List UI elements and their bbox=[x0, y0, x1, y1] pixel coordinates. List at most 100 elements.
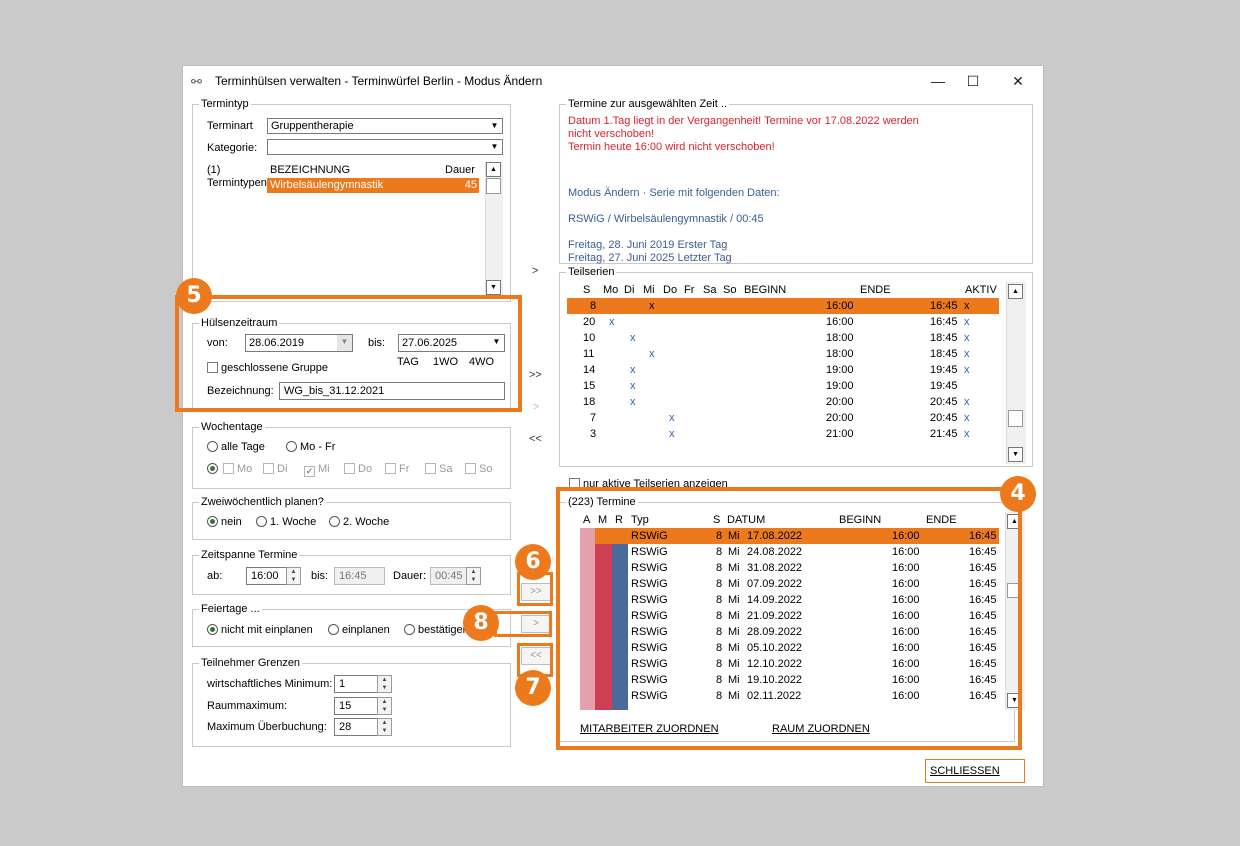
close-button[interactable]: ✕ bbox=[1012, 73, 1024, 89]
alle-tage-radio[interactable]: alle Tage bbox=[207, 441, 265, 453]
checkbox-box[interactable] bbox=[207, 362, 218, 373]
list-item[interactable]: Wirbelsäulengymnastik 45 bbox=[267, 178, 479, 193]
move-right-2-button[interactable]: > bbox=[533, 401, 540, 413]
checkbox-box[interactable] bbox=[223, 463, 234, 474]
radio-circle[interactable] bbox=[207, 516, 218, 527]
weekday-checkbox-sa[interactable]: Sa bbox=[425, 463, 452, 475]
weekday-checkbox-mi[interactable]: ✓ Mi bbox=[304, 463, 330, 477]
checkbox-box[interactable] bbox=[385, 463, 396, 474]
termin-row[interactable]: RSWiG 8 Mi 31.08.2022 16:00 16:45 bbox=[628, 560, 999, 576]
chevron-down-icon[interactable]: ▼ bbox=[489, 335, 504, 351]
scroll-up-icon[interactable]: ▲ bbox=[486, 162, 501, 177]
termin-row[interactable]: RSWiG 8 Mi 19.10.2022 16:00 16:45 bbox=[628, 672, 999, 688]
teilserie-row[interactable]: 8 x 16:00 16:45 x bbox=[567, 298, 999, 314]
maximize-button[interactable]: ☐ bbox=[966, 73, 980, 89]
ab-stepper[interactable]: ▲ ▼ bbox=[286, 567, 301, 585]
teilserie-row[interactable]: 10 x 18:00 18:45 x bbox=[567, 330, 999, 346]
teilserie-row[interactable]: 18 x 20:00 20:45 x bbox=[567, 394, 999, 410]
checkbox-box[interactable] bbox=[425, 463, 436, 474]
minimize-button[interactable]: — bbox=[931, 73, 945, 89]
radio-circle[interactable] bbox=[207, 441, 218, 452]
weekday-checkbox-mo[interactable]: Mo bbox=[223, 463, 252, 475]
weekday-checkbox-so[interactable]: So bbox=[465, 463, 492, 475]
terminart-select[interactable]: Gruppentherapie ▼ bbox=[267, 118, 503, 134]
termin-row[interactable]: RSWiG 8 Mi 14.09.2022 16:00 16:45 bbox=[628, 592, 999, 608]
termin-row[interactable]: RSWiG 8 Mi 21.09.2022 16:00 16:45 bbox=[628, 608, 999, 624]
schliessen-button[interactable]: SCHLIESSEN bbox=[925, 759, 1025, 783]
weekday-checkbox-di[interactable]: Di bbox=[263, 463, 287, 475]
weekday-checkbox-fr[interactable]: Fr bbox=[385, 463, 409, 475]
mitarbeiter-zuordnen-button[interactable]: MITARBEITER ZUORDNEN bbox=[580, 723, 719, 735]
th-r: R bbox=[615, 514, 623, 526]
checkbox-box[interactable] bbox=[263, 463, 274, 474]
teilserie-row[interactable]: 3 x 21:00 21:45 x bbox=[567, 426, 999, 442]
termine-all-left-button[interactable]: << bbox=[521, 647, 551, 665]
checkbox-box[interactable]: ✓ bbox=[304, 466, 315, 477]
radio-circle[interactable] bbox=[328, 624, 339, 635]
chevron-down-icon[interactable]: ▼ bbox=[487, 140, 502, 154]
radio-circle[interactable] bbox=[404, 624, 415, 635]
termin-row[interactable]: RSWiG 8 Mi 12.10.2022 16:00 16:45 bbox=[628, 656, 999, 672]
checkbox-box[interactable] bbox=[344, 463, 355, 474]
termin-row[interactable]: RSWiG 8 Mi 05.10.2022 16:00 16:45 bbox=[628, 640, 999, 656]
radio-circle[interactable] bbox=[207, 463, 218, 474]
checkbox-box[interactable] bbox=[465, 463, 476, 474]
scroll-thumb[interactable] bbox=[1008, 410, 1023, 427]
scroll-down-icon[interactable]: ▼ bbox=[486, 280, 501, 295]
scroll-thumb[interactable] bbox=[486, 178, 501, 194]
radio-circle[interactable] bbox=[256, 516, 267, 527]
scroll-up-icon[interactable]: ▲ bbox=[1008, 284, 1023, 299]
teilserien-scrollbar[interactable] bbox=[1006, 282, 1026, 464]
termin-row[interactable]: RSWiG 8 Mi 17.08.2022 16:00 16:45 bbox=[595, 528, 999, 544]
teilserien-table[interactable]: S Mo Di Mi Do Fr Sa So BEGINN ENDE AKTIV… bbox=[567, 282, 1012, 462]
termin-row[interactable]: RSWiG 8 Mi 24.08.2022 16:00 16:45 bbox=[628, 544, 999, 560]
list-scrollbar[interactable] bbox=[485, 162, 503, 296]
cell-typ: RSWiG bbox=[631, 594, 668, 606]
radio-circle[interactable] bbox=[207, 624, 218, 635]
teilserie-row[interactable]: 7 x 20:00 20:45 x bbox=[567, 410, 999, 426]
weekday-checkbox-do[interactable]: Do bbox=[344, 463, 372, 475]
nein-radio[interactable]: nein bbox=[207, 516, 242, 528]
einplanen-radio[interactable]: einplanen bbox=[328, 624, 390, 636]
1wo-button[interactable]: 1WO bbox=[433, 356, 459, 368]
geschlossene-gruppe-checkbox[interactable]: geschlossene Gruppe bbox=[207, 362, 328, 374]
chevron-down-icon[interactable]: ▼ bbox=[487, 119, 502, 133]
radio-circle[interactable] bbox=[286, 441, 297, 452]
move-right-button[interactable]: > bbox=[532, 265, 539, 277]
kategorie-select[interactable]: ▼ bbox=[267, 139, 503, 155]
ueberbuchung-stepper[interactable]: ▲ ▼ bbox=[377, 718, 392, 736]
teilserie-row[interactable]: 14 x 19:00 19:45 x bbox=[567, 362, 999, 378]
raum-zuordnen-button[interactable]: RAUM ZUORDNEN bbox=[772, 723, 870, 735]
woche2-radio[interactable]: 2. Woche bbox=[329, 516, 389, 528]
einzeltage-radio[interactable] bbox=[207, 463, 221, 475]
termin-row[interactable]: RSWiG 8 Mi 02.11.2022 16:00 16:45 bbox=[628, 688, 999, 704]
teilserie-row[interactable]: 11 x 18:00 18:45 x bbox=[567, 346, 999, 362]
move-all-left-button[interactable]: << bbox=[529, 433, 542, 445]
woche1-radio[interactable]: 1. Woche bbox=[256, 516, 316, 528]
bestaetigen-radio[interactable]: bestätigen bbox=[404, 624, 466, 636]
bis-date-picker[interactable]: 27.06.2025 ▼ bbox=[398, 334, 505, 352]
scroll-down-icon[interactable]: ▼ bbox=[1008, 447, 1023, 462]
move-all-right-button[interactable]: >> bbox=[529, 369, 542, 381]
bezeichnung-input[interactable]: WG_bis_31.12.2021 bbox=[279, 382, 505, 400]
raummaximum-input[interactable]: 15 bbox=[334, 697, 390, 715]
teilserie-row[interactable]: 20 x 16:00 16:45 x bbox=[567, 314, 999, 330]
von-date-picker[interactable]: 28.06.2019 ▼ bbox=[245, 334, 353, 352]
termin-row[interactable]: RSWiG 8 Mi 28.09.2022 16:00 16:45 bbox=[628, 624, 999, 640]
termine-all-right-button[interactable]: >> bbox=[521, 583, 551, 601]
chevron-down-icon[interactable]: ▼ bbox=[337, 335, 352, 351]
termine-table[interactable]: A M R Typ S DATUM BEGINN ENDE RSWiG 8 Mi 17… bbox=[567, 512, 1003, 710]
nicht-einplanen-radio[interactable]: nicht mit einplanen bbox=[207, 624, 313, 636]
termin-row[interactable]: RSWiG 8 Mi 07.09.2022 16:00 16:45 bbox=[628, 576, 999, 592]
raummaximum-stepper[interactable]: ▲ ▼ bbox=[377, 697, 392, 715]
4wo-button[interactable]: 4WO bbox=[469, 356, 495, 368]
radio-circle[interactable] bbox=[329, 516, 340, 527]
minimum-stepper[interactable]: ▲ ▼ bbox=[377, 675, 392, 693]
tag-button[interactable]: TAG bbox=[397, 356, 419, 368]
col-bezeichnung: BEZEICHNUNG bbox=[270, 164, 351, 176]
teilserie-row[interactable]: 15 x 19:00 19:45 bbox=[567, 378, 999, 394]
mo-fr-radio[interactable]: Mo - Fr bbox=[286, 441, 335, 453]
minimum-input[interactable]: 1 bbox=[334, 675, 390, 693]
dauer-stepper[interactable]: ▲ ▼ bbox=[466, 567, 481, 585]
termintypen-list[interactable]: BEZEICHNUNG Dauer Wirbelsäulengymnastik … bbox=[267, 162, 503, 296]
